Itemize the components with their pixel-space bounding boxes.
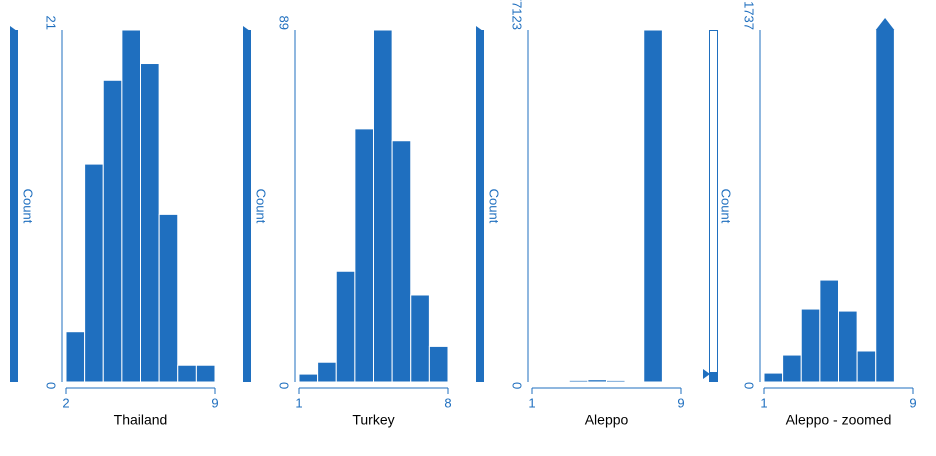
bar xyxy=(335,270,356,382)
slider-range[interactable] xyxy=(709,372,718,382)
bar xyxy=(587,379,607,382)
bar xyxy=(299,373,319,382)
x-tick-label: 1 xyxy=(295,395,302,410)
bar xyxy=(606,379,626,382)
bar xyxy=(195,364,215,382)
bar xyxy=(550,380,570,382)
y-tick-label: 0 xyxy=(44,382,59,389)
x-tick-label: 8 xyxy=(444,395,451,410)
x-tick-label: 2 xyxy=(62,395,69,410)
y-tick-label: 89 xyxy=(277,16,292,30)
bar xyxy=(102,79,123,382)
bar xyxy=(158,213,179,382)
slider[interactable] xyxy=(476,26,484,382)
y-tick-label: 77123 xyxy=(510,0,525,30)
y-axis-label: Count xyxy=(719,189,734,224)
x-axis-label: Aleppo xyxy=(585,412,629,428)
x-tick-label: 9 xyxy=(909,395,916,410)
bar xyxy=(643,30,663,382)
x-axis-label: Thailand xyxy=(114,412,168,428)
bar xyxy=(819,279,839,382)
bar xyxy=(391,140,412,382)
bar xyxy=(373,30,393,382)
slider[interactable] xyxy=(243,26,251,382)
bar xyxy=(84,163,104,382)
bar xyxy=(66,331,86,382)
bars xyxy=(532,30,663,382)
y-axis-label: Count xyxy=(21,189,36,224)
bar xyxy=(800,308,821,382)
bar xyxy=(177,364,197,382)
slider-handle[interactable] xyxy=(476,26,483,36)
bars xyxy=(299,30,448,382)
bar xyxy=(140,63,160,382)
y-tick-label: 0 xyxy=(277,382,292,389)
slider[interactable] xyxy=(703,30,718,383)
bar xyxy=(764,372,784,382)
x-axis-label: Turkey xyxy=(352,412,394,428)
x-tick-label: 1 xyxy=(760,395,767,410)
bar xyxy=(875,30,895,382)
x-tick-label: 1 xyxy=(528,395,535,410)
bar xyxy=(428,345,448,382)
bar xyxy=(354,128,374,382)
y-tick-label: 21 xyxy=(44,16,59,30)
slider-handle[interactable] xyxy=(243,26,250,36)
slider-track[interactable] xyxy=(709,30,718,382)
slider[interactable] xyxy=(10,26,18,382)
bar xyxy=(838,310,858,382)
y-tick-label: 1737 xyxy=(742,1,757,30)
y-tick-label: 0 xyxy=(742,382,757,389)
bar xyxy=(856,350,877,382)
slider-handle[interactable] xyxy=(10,26,17,36)
bar xyxy=(317,361,337,382)
bar xyxy=(782,354,802,382)
bar xyxy=(121,30,141,382)
y-axis-label: Count xyxy=(254,189,269,224)
overflow-arrow xyxy=(875,18,895,30)
bar xyxy=(624,380,645,382)
x-axis-label: Aleppo - zoomed xyxy=(786,412,892,428)
slider-track[interactable] xyxy=(476,30,484,382)
x-tick-label: 9 xyxy=(211,395,218,410)
slider-handle[interactable] xyxy=(703,369,710,379)
x-tick-label: 9 xyxy=(677,395,684,410)
slider-track[interactable] xyxy=(10,30,18,382)
bars xyxy=(66,30,215,382)
y-tick-label: 0 xyxy=(510,382,525,389)
bar xyxy=(410,294,430,382)
bar xyxy=(568,379,589,382)
slider-track[interactable] xyxy=(243,30,251,382)
bars xyxy=(764,30,895,382)
y-axis-label: Count xyxy=(487,189,502,224)
